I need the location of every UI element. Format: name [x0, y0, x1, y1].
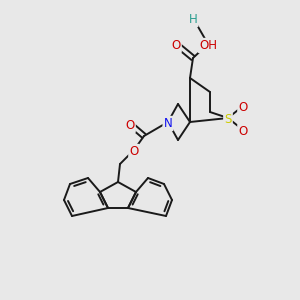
Text: O: O: [125, 119, 135, 132]
Text: O: O: [238, 125, 247, 138]
Text: O: O: [171, 39, 181, 52]
Text: OH: OH: [199, 39, 217, 52]
Text: N: N: [164, 117, 172, 130]
Text: S: S: [224, 113, 232, 126]
Text: O: O: [129, 145, 139, 158]
Text: H: H: [189, 13, 197, 26]
Text: O: O: [238, 101, 247, 114]
